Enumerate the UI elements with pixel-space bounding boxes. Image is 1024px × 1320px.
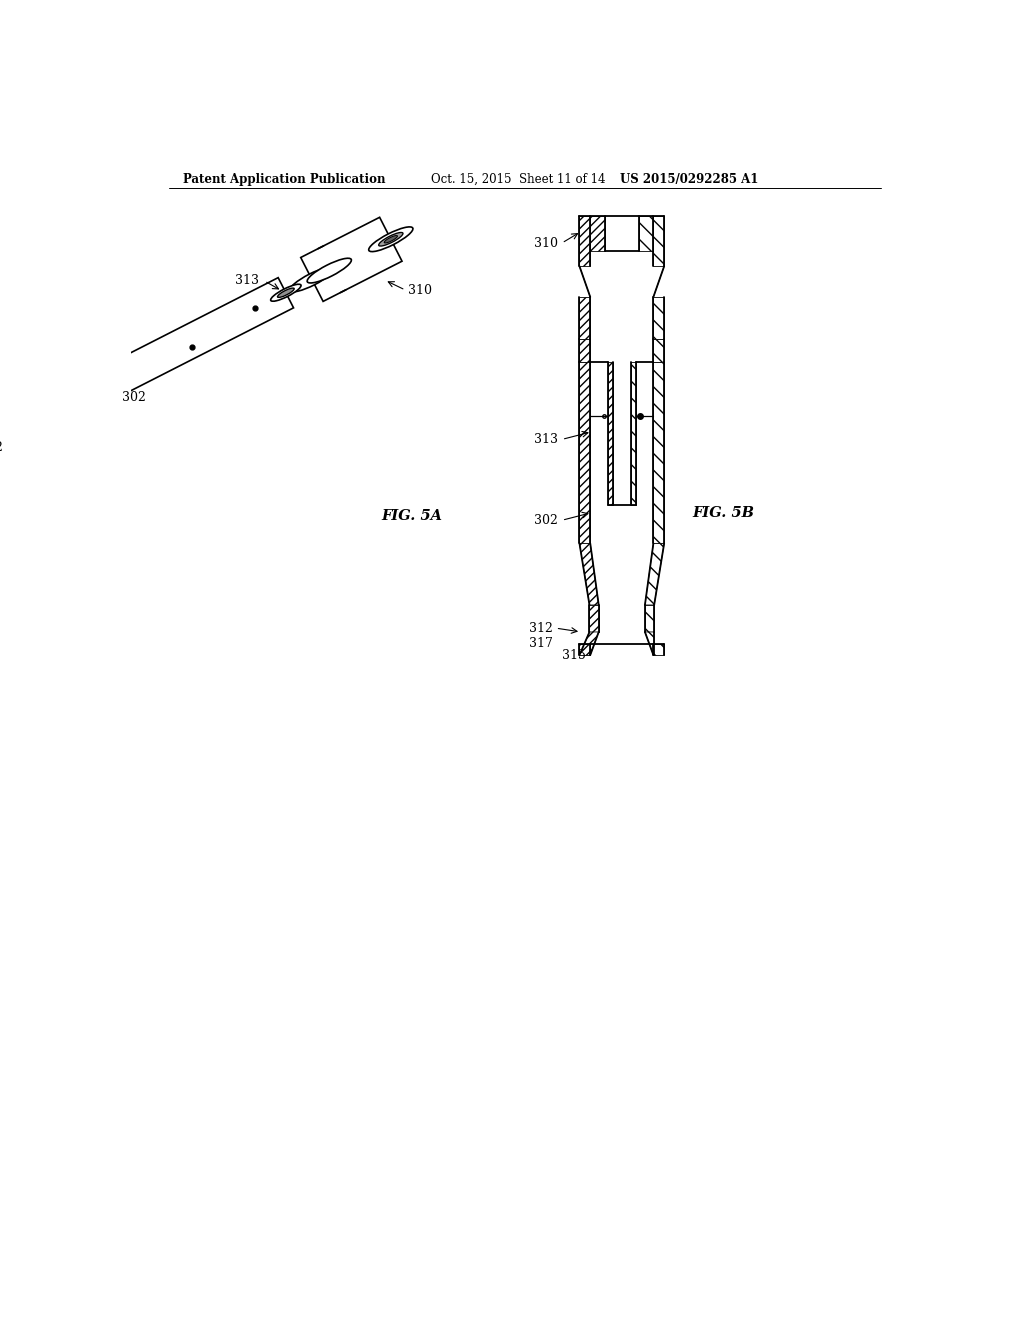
Ellipse shape [0,432,10,461]
Ellipse shape [62,391,93,408]
Text: 317: 317 [528,638,553,649]
Polygon shape [580,267,590,297]
Polygon shape [580,632,599,655]
Polygon shape [653,363,665,544]
Polygon shape [608,363,612,506]
Polygon shape [645,632,654,655]
Polygon shape [653,216,665,267]
Ellipse shape [270,284,301,301]
Ellipse shape [278,288,294,297]
Polygon shape [0,417,13,466]
Ellipse shape [369,227,413,252]
Text: 302: 302 [535,513,558,527]
Polygon shape [580,544,599,605]
Polygon shape [580,363,590,544]
Text: FIG. 5B: FIG. 5B [692,506,755,520]
Text: 310: 310 [408,284,432,297]
Ellipse shape [379,232,403,246]
Ellipse shape [307,259,351,282]
Polygon shape [653,267,665,297]
Polygon shape [590,216,605,251]
Polygon shape [580,216,590,267]
Polygon shape [653,644,665,655]
Polygon shape [580,297,590,339]
Text: US 2015/0292285 A1: US 2015/0292285 A1 [620,173,758,186]
Ellipse shape [0,430,14,442]
Ellipse shape [16,413,47,430]
Polygon shape [631,363,636,506]
Polygon shape [301,218,402,301]
Polygon shape [639,216,653,251]
Text: Oct. 15, 2015  Sheet 11 of 14: Oct. 15, 2015 Sheet 11 of 14 [431,173,605,186]
Text: 302: 302 [122,391,146,404]
Ellipse shape [290,267,334,292]
Polygon shape [653,297,665,339]
Text: 310: 310 [534,236,558,249]
Ellipse shape [0,426,23,447]
Ellipse shape [0,432,10,461]
Polygon shape [653,339,665,363]
Text: 312: 312 [0,441,3,454]
Text: Patent Application Publication: Patent Application Publication [183,173,385,186]
Text: FIG. 5A: FIG. 5A [381,510,442,524]
Ellipse shape [384,235,397,243]
Ellipse shape [0,422,30,451]
Polygon shape [25,277,294,437]
Text: 312: 312 [528,622,553,635]
Ellipse shape [0,436,3,457]
Polygon shape [645,605,654,632]
Text: 313: 313 [534,433,558,446]
Polygon shape [580,339,590,363]
Polygon shape [0,411,16,473]
Polygon shape [580,644,590,655]
Text: 315: 315 [562,648,586,661]
Polygon shape [590,605,599,632]
Polygon shape [645,544,665,605]
Text: 313: 313 [234,275,259,288]
